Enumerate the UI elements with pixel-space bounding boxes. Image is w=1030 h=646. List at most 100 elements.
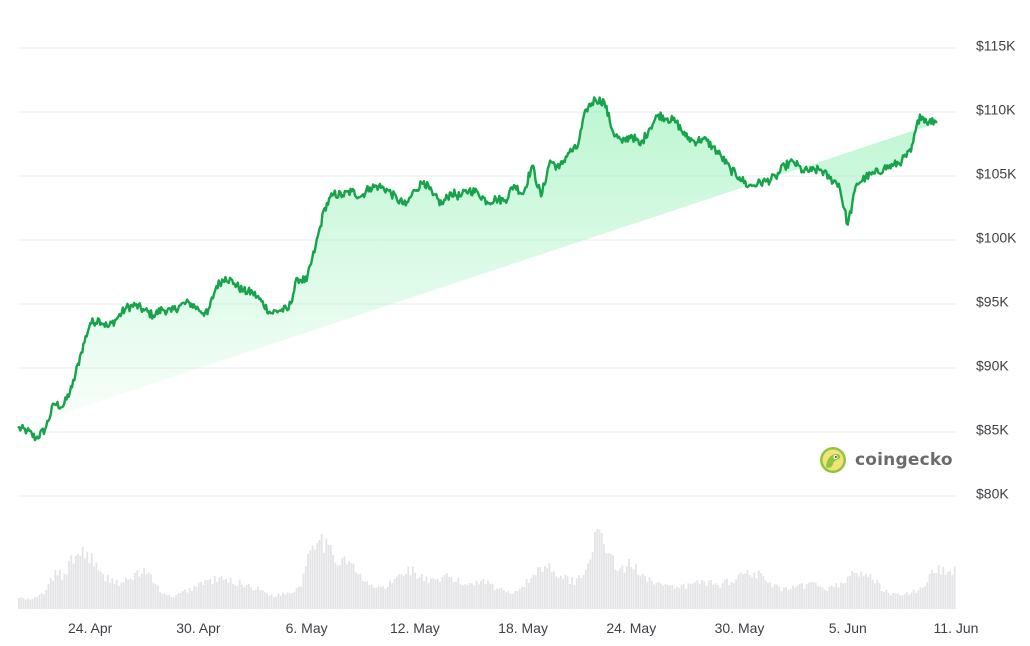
volume-bar: [808, 582, 810, 609]
volume-bar: [839, 582, 842, 609]
volume-bar: [93, 566, 95, 609]
volume-bar: [477, 584, 480, 609]
volume-bar: [313, 549, 316, 609]
price-line: [17, 96, 938, 442]
volume-bar: [443, 574, 446, 609]
volume-bar: [664, 584, 667, 609]
volume-bar: [516, 590, 519, 609]
volume-bar: [434, 579, 437, 609]
volume-bar: [723, 579, 726, 609]
volume-bar: [366, 581, 369, 609]
volume-bar: [90, 553, 93, 609]
volume-bar: [56, 575, 59, 609]
volume-bar: [36, 597, 39, 609]
volume-bar: [461, 585, 464, 609]
volume-bar: [459, 584, 462, 609]
volume-bar: [245, 585, 248, 609]
volume-bar: [946, 572, 949, 609]
volume-bar: [414, 572, 416, 609]
volume-bar: [229, 577, 232, 609]
volume-bar: [345, 564, 348, 609]
volume-bar: [375, 587, 378, 609]
volume-bar: [915, 593, 917, 609]
volume-bar: [696, 580, 699, 609]
volume-bar: [801, 583, 803, 609]
volume-bar: [905, 592, 908, 609]
volume-bar: [391, 583, 394, 609]
volume-bar: [236, 586, 239, 609]
volume-bar: [106, 574, 109, 609]
volume-bar: [136, 570, 139, 609]
volume-bar: [487, 580, 489, 609]
volume-bar: [760, 573, 763, 609]
volume-bar: [450, 576, 453, 609]
volume-bar: [309, 550, 312, 609]
volume-bar: [364, 581, 366, 609]
volume-bar: [38, 594, 41, 609]
volume-bar: [523, 587, 526, 609]
volume-bar: [716, 584, 719, 609]
volume-bar: [662, 585, 665, 609]
volume-bar: [243, 586, 246, 609]
volume-bar: [115, 579, 118, 609]
volume-bar: [698, 583, 701, 609]
volume-bar: [546, 568, 549, 609]
volume-bar: [279, 595, 282, 609]
volume-bar: [666, 585, 669, 609]
volume-bar: [466, 584, 469, 609]
volume-bar: [439, 581, 442, 609]
volume-bar: [138, 576, 141, 609]
volume-bar: [828, 586, 831, 609]
volume-bar: [373, 587, 375, 609]
volume-bar: [846, 576, 849, 609]
volume-bar: [457, 577, 460, 609]
volume-bar: [926, 581, 929, 609]
volume-bar: [853, 573, 856, 609]
volume-bar: [525, 579, 528, 609]
volume-bar: [648, 577, 651, 609]
volume-bar: [578, 575, 580, 609]
volume-bar: [655, 582, 658, 609]
volume-bar: [537, 567, 539, 609]
volume-bar: [678, 588, 681, 609]
volume-bar: [377, 586, 380, 609]
volume-bar: [72, 563, 75, 609]
volume-bar: [908, 595, 911, 609]
volume-bar: [835, 583, 838, 609]
volume-bar: [705, 585, 708, 609]
volume-bar: [361, 580, 364, 609]
volume-bar: [930, 569, 933, 609]
volume-bar: [673, 588, 676, 609]
volume-bar: [343, 556, 346, 609]
volume-bar: [514, 590, 517, 609]
volume-bar: [77, 553, 80, 609]
volume-bar: [921, 587, 924, 609]
volume-bar: [614, 569, 617, 609]
volume-bar: [833, 587, 835, 609]
volume-bar: [707, 580, 710, 609]
volume-bar: [295, 587, 298, 609]
volume-bar: [430, 578, 432, 609]
volume-bar: [571, 577, 574, 609]
volume-bar: [703, 581, 706, 609]
volume-bar: [186, 592, 189, 609]
volume-bar: [951, 575, 954, 609]
volume-bar: [878, 583, 881, 609]
volume-bar: [489, 583, 492, 609]
volume-bar: [113, 583, 116, 609]
volume-bar: [867, 576, 870, 609]
volume-bar: [623, 572, 626, 609]
volume-bar: [81, 547, 84, 609]
volume-bar: [209, 578, 212, 609]
volume-bar: [805, 584, 808, 609]
volume-bar: [746, 570, 749, 609]
volume-bar: [566, 576, 569, 609]
volume-bar: [206, 580, 209, 609]
volume-bar: [855, 573, 858, 609]
volume-bar: [842, 583, 844, 609]
volume-bar: [823, 589, 826, 609]
volume-bar: [541, 572, 544, 609]
volume-bar: [298, 586, 300, 609]
volume-bar: [257, 586, 259, 609]
volume-bar: [197, 582, 200, 609]
